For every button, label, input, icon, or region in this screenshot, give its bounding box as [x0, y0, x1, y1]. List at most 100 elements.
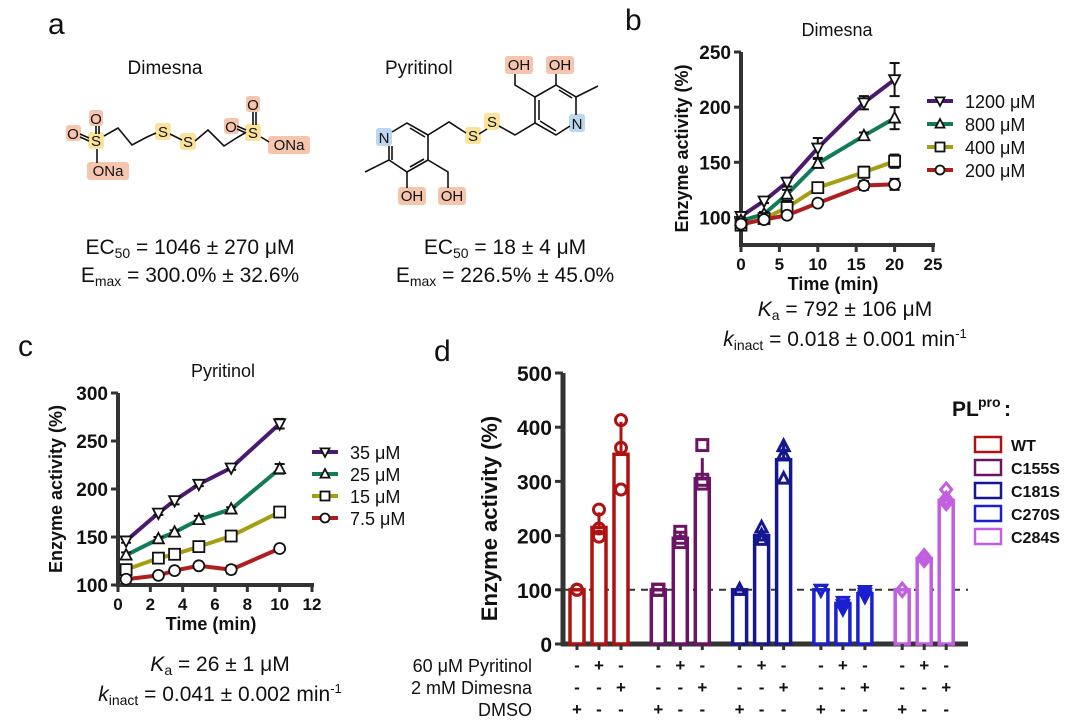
x-tick-label: 0: [113, 595, 122, 614]
marker-triangle-up: [731, 580, 748, 596]
marker-triangle-up: [780, 186, 795, 200]
highlight-oxygen: [89, 110, 103, 126]
marker-triangle-down: [119, 535, 134, 549]
bar: [590, 525, 608, 646]
marker-circle: [168, 564, 181, 577]
ka-sub: a: [164, 662, 173, 678]
ec50-sub: 50: [453, 245, 469, 261]
atom-label: N: [572, 116, 583, 133]
marker-triangle-up: [753, 518, 770, 534]
marker-triangle-up: [810, 155, 825, 169]
x-tick-label: 2: [146, 595, 155, 614]
treatment-sign: +: [757, 656, 767, 675]
legend-label: 15 μM: [350, 487, 400, 507]
chart-title: Pyritinol: [191, 361, 255, 381]
ka-label: K: [757, 298, 772, 321]
panel-letter-c: c: [18, 330, 33, 363]
atom-label: O: [247, 97, 259, 114]
marker-triangle-up: [224, 501, 239, 515]
highlight-oxygen: [66, 125, 81, 141]
atom-label: S: [91, 133, 101, 150]
y-tick-label: 300: [517, 471, 552, 494]
treatment-sign: -: [862, 700, 868, 719]
highlight-oxygen: [398, 187, 426, 205]
kinact-value: = 0.018 ± 0.001 min: [763, 328, 956, 351]
marker-circle: [273, 542, 287, 555]
atom-label: S: [487, 114, 497, 131]
treatment-sign: -: [574, 656, 580, 675]
marker-triangle-up: [167, 524, 182, 538]
panel-c-ka: Ka = 26 ± 1 μM: [80, 653, 360, 678]
marker-diamond: [916, 547, 932, 566]
legend-title-sup: pro: [978, 394, 1001, 410]
marker-circle: [734, 217, 748, 231]
marker-triangle-down: [272, 418, 287, 432]
y-tick-label: 400: [517, 417, 552, 440]
bar: [937, 498, 955, 646]
marker-triangle-up: [753, 526, 770, 542]
ec50-value: = 1046 ± 270 μM: [130, 236, 295, 259]
highlight-oxygen: [438, 187, 466, 205]
pyritinol-emax: Emax = 226.5% ± 45.0%: [365, 264, 645, 289]
panel-letter-a: a: [48, 8, 65, 41]
y-tick-label: 100: [76, 576, 108, 597]
highlight-oxygen: [505, 56, 533, 74]
legend-label: WT: [1011, 438, 1036, 455]
ec50-label: EC: [85, 236, 115, 259]
bar: [671, 536, 690, 646]
panel-b-ka: Ka = 792 ± 106 μM: [700, 298, 990, 323]
y-tick-label: 200: [76, 480, 108, 501]
treatment-sign: -: [899, 678, 905, 697]
treatment-sign: -: [818, 656, 824, 675]
marker-circle: [934, 164, 946, 176]
x-tick-label: 0: [736, 255, 745, 274]
marker-triangle-down: [757, 195, 772, 209]
marker-triangle-down: [810, 142, 825, 156]
y-axis-label: Enzyme activity (%): [477, 416, 502, 621]
x-axis-label: Time (min): [788, 274, 879, 294]
treatment-sign: -: [699, 656, 705, 675]
legend-label: 35 μM: [350, 443, 400, 463]
y-axis-label: Enzyme activity (%): [672, 64, 692, 232]
treatment-sign: -: [596, 678, 602, 697]
marker-circle: [192, 559, 206, 573]
marker-triangle-down: [167, 495, 182, 509]
marker-triangle-up: [887, 110, 902, 124]
marker-triangle-up: [319, 467, 331, 479]
bar: [915, 556, 933, 646]
treatment-sign: +: [572, 700, 582, 719]
atom-label: S: [468, 128, 478, 145]
marker-triangle-down: [151, 507, 166, 521]
y-tick-label: 250: [76, 432, 108, 453]
treatment-sign: -: [781, 656, 787, 675]
marker-triangle-up: [151, 530, 166, 545]
panel-letter-d: d: [434, 335, 451, 368]
treatment-sign: +: [697, 678, 707, 697]
treatment-sign: +: [941, 678, 951, 697]
treatment-label: DMSO: [478, 700, 532, 720]
marker-circle: [614, 482, 628, 497]
legend-swatch: [973, 481, 1003, 500]
ka-value: = 26 ± 1 μM: [172, 653, 290, 676]
y-tick-label: 150: [699, 153, 731, 174]
treatment-sign: +: [816, 700, 826, 719]
legend-swatch: [973, 504, 1003, 523]
legend-label: 7.5 μM: [350, 509, 405, 529]
kinact-sub: inact: [733, 337, 764, 353]
treatment-sign: -: [862, 656, 868, 675]
emax-label: E: [395, 264, 410, 287]
marker-triangle-down: [834, 602, 851, 619]
legend-swatch: [973, 527, 1003, 546]
treatment-sign: -: [943, 700, 949, 719]
kinact-sup: -1: [955, 326, 967, 341]
x-axis-label: Time (min): [166, 614, 257, 634]
panel-c-kinact: kinact = 0.041 ± 0.002 min-1: [65, 681, 375, 708]
atom-label: OH: [508, 57, 531, 74]
treatment-sign: -: [921, 700, 927, 719]
x-tick-label: 10: [808, 255, 827, 274]
marker-circle: [592, 502, 606, 517]
legend-label: 800 μM: [965, 115, 1025, 135]
marker-triangle-down: [191, 478, 206, 493]
